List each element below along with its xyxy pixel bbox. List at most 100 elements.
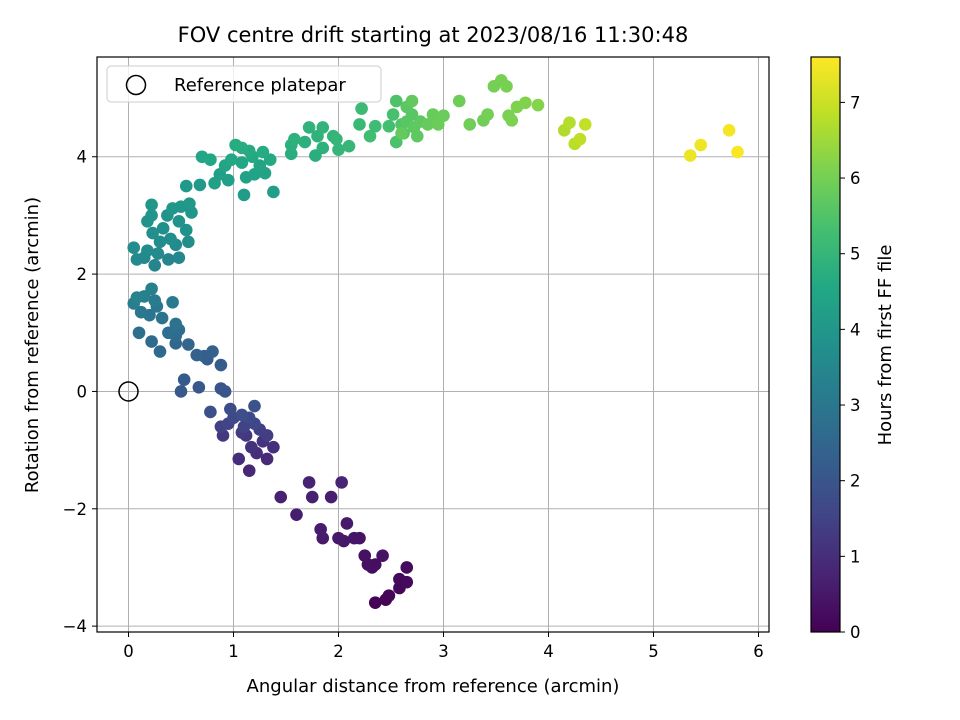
data-point [148,258,162,272]
data-point [463,118,477,131]
data-point [324,490,338,504]
data-point [400,561,414,574]
data-point [166,295,179,309]
data-point [368,119,382,133]
data-point [426,108,440,121]
data-point [314,523,327,536]
colorbar-tick-label: 6 [850,169,861,188]
data-point [237,188,251,202]
data-point [382,119,396,133]
data-point [400,575,414,589]
x-tick-label: 1 [228,642,239,661]
data-point [305,490,319,504]
data-point [172,251,186,264]
data-point [145,335,158,348]
data-point [683,149,697,162]
data-point [214,358,228,372]
data-point [332,143,345,157]
legend-box [106,65,382,103]
data-point [245,440,258,454]
data-point [225,153,238,166]
x-tick-label: 3 [438,642,449,661]
data-point [386,108,400,121]
colorbar-frame [810,56,841,633]
data-point [155,311,169,325]
data-point [141,244,154,257]
data-point [340,517,354,530]
chart-title: FOV centre drift starting at 2023/08/16 … [178,23,689,47]
data-point [290,508,303,521]
data-point [235,408,249,422]
data-point [146,226,159,240]
colorbar-ticks: 0 1 2 3 4 5 6 7 [840,93,861,642]
data-point [145,209,158,222]
colorbar-tick-label: 3 [850,396,861,415]
data-point [274,490,288,504]
data-point [179,223,193,237]
data-point [358,549,372,563]
data-point [182,235,195,249]
data-point [242,464,256,477]
data-point [169,317,183,331]
data-point [302,121,316,134]
data-point [134,305,148,319]
x-axis-ticks: 0 1 2 3 4 5 6 [123,632,764,661]
data-point [235,156,249,169]
data-point [731,145,744,159]
colorbar-tick-label: 5 [850,245,861,264]
colorbar-gradient [811,57,840,632]
data-point [172,214,186,228]
y-axis-ticks: −4 −2 0 2 4 [63,148,97,636]
data-point [224,402,237,416]
colorbar-tick-label: 7 [850,93,861,112]
reference-platepar-marker [118,381,139,402]
data-point [288,132,301,146]
data-point [193,178,207,192]
data-point [342,139,356,153]
data-point [153,235,167,249]
data-point [179,179,193,193]
data-point [182,338,195,351]
data-point [353,118,366,131]
data-point [156,222,170,235]
data-point [218,385,232,398]
data-point [130,291,144,304]
data-point [132,326,146,340]
data-point [127,241,141,254]
data-point [452,94,466,108]
data-point [376,549,389,563]
data-point [405,94,419,108]
data-point [164,232,177,246]
colorbar: 0 1 2 3 4 5 6 7 Hours from first FF file [810,56,896,642]
data-point [174,385,188,398]
data-point [421,118,435,131]
data-points [127,74,744,609]
data-point [190,348,204,362]
data-point [302,476,316,489]
data-point [204,153,217,166]
data-point [573,132,587,146]
data-point [248,399,261,413]
data-point [382,589,396,602]
data-point [145,282,158,296]
data-point [256,145,270,159]
data-point [284,147,298,161]
data-point [505,114,519,127]
data-point [151,247,165,260]
data-point [332,531,345,545]
data-point [395,126,408,140]
data-point [192,381,206,394]
data-point [177,373,191,387]
data-point [316,121,330,134]
x-tick-label: 5 [648,642,659,661]
data-point [330,132,343,146]
data-point [316,141,330,155]
data-point [355,102,368,115]
y-tick-label: −4 [63,617,87,636]
data-point [206,345,219,358]
y-tick-label: −2 [63,500,87,519]
colorbar-tick-label: 2 [850,472,861,491]
data-point [153,345,167,358]
data-point [232,452,246,466]
colorbar-tick-label: 1 [850,547,861,566]
